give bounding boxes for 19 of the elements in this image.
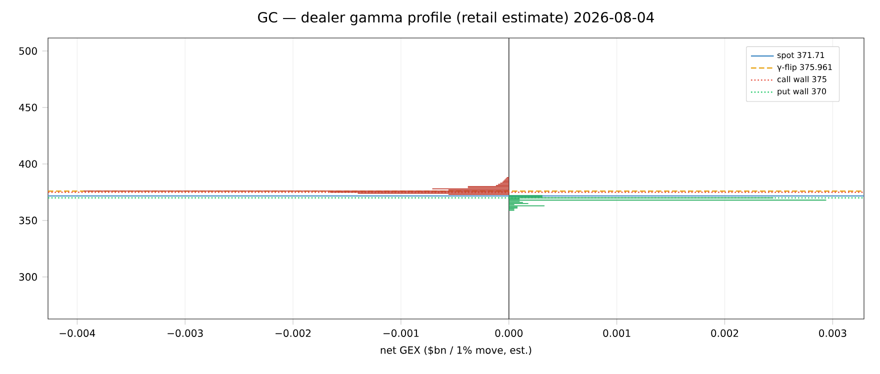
x-tick-label: 0.002 <box>711 329 738 337</box>
legend-label: put wall 370 <box>778 88 826 96</box>
legend-label: spot 371.71 <box>777 52 824 60</box>
y-tick-label: 350 <box>19 216 37 224</box>
y-tick-label: 500 <box>19 47 37 55</box>
x-tick-label: −0.003 <box>168 329 203 337</box>
x-tick-label: −0.004 <box>60 329 96 337</box>
x-tick-label: −0.001 <box>384 329 419 337</box>
y-tick-label: 400 <box>19 160 37 168</box>
x-tick-label: 0.003 <box>819 329 846 337</box>
x-tick-label: 0.001 <box>603 329 630 337</box>
y-tick-label: 300 <box>19 273 37 281</box>
chart-title: GC — dealer gamma profile (retail estimate) 2026-08-04 <box>258 12 654 26</box>
legend-label: call wall 375 <box>777 76 826 82</box>
x-axis-title: net GEX ($bn / 1% move, est.) <box>380 346 532 356</box>
x-tick-label: −0.002 <box>276 329 311 337</box>
legend-label: γ-flip 375.961 <box>777 64 832 72</box>
y-tick-label: 450 <box>19 104 37 112</box>
x-tick-label: 0.000 <box>495 329 523 337</box>
